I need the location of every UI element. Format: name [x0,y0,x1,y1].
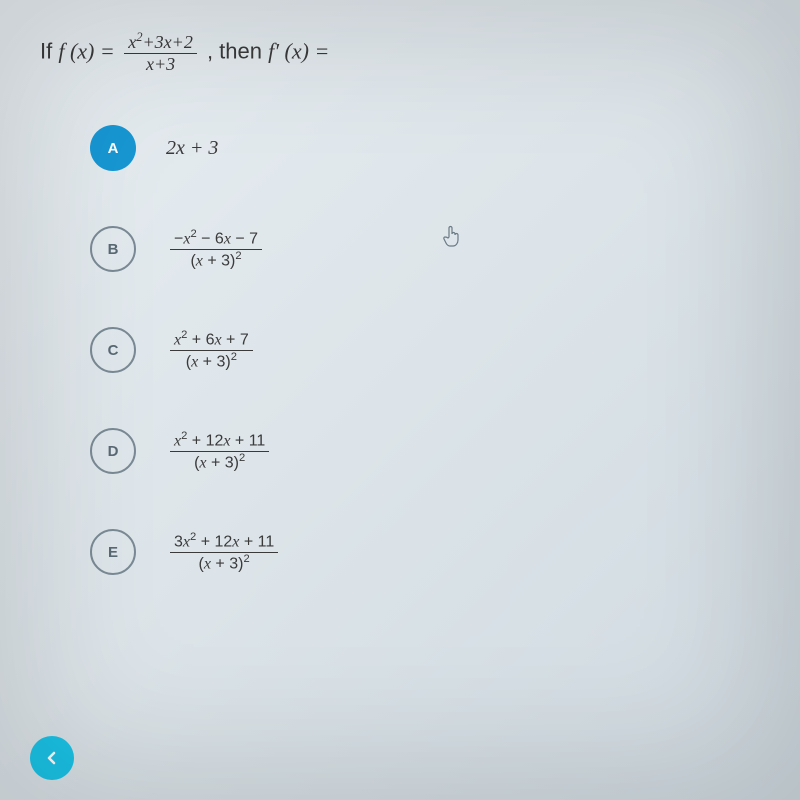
question-frac-den: x+3 [124,54,197,75]
chevron-left-icon [44,750,60,766]
question-deriv: f′ (x) = [268,38,329,63]
option-bubble-c[interactable]: C [90,327,136,373]
question-fraction: x2+3x+2 x+3 [124,30,197,75]
question-func: f (x) = [58,38,120,63]
option-text-c: x2 + 6x + 7(x + 3)2 [166,329,257,371]
quiz-panel: If f (x) = x2+3x+2 x+3 , then f′ (x) = A… [0,0,800,660]
option-a[interactable]: A 2x + 3 [90,125,760,171]
question-suffix: , then [207,38,268,63]
option-c[interactable]: Cx2 + 6x + 7(x + 3)2 [90,327,760,373]
option-text-b: −x2 − 6x − 7(x + 3)2 [166,228,266,270]
option-text-a: 2x + 3 [166,137,218,160]
option-text-e: 3x2 + 12x + 11(x + 3)2 [166,531,282,573]
option-bubble-d[interactable]: D [90,428,136,474]
option-b[interactable]: B −x2 − 6x − 7(x + 3)2 [90,226,760,272]
option-bubble-a[interactable]: A [90,125,136,171]
question-prefix: If [40,38,58,63]
option-bubble-b[interactable]: B [90,226,136,272]
option-text-d: x2 + 12x + 11(x + 3)2 [166,430,273,472]
options-list: A 2x + 3 B −x2 − 6x − 7(x + 3)2 Cx2 + 6x + 7… [90,125,760,575]
question-text: If f (x) = x2+3x+2 x+3 , then f′ (x) = [40,30,760,75]
back-button[interactable] [30,736,74,780]
option-d[interactable]: Dx2 + 12x + 11(x + 3)2 [90,428,760,474]
question-frac-num: x2+3x+2 [124,30,197,54]
option-bubble-e[interactable]: E [90,529,136,575]
option-e[interactable]: E 3x2 + 12x + 11(x + 3)2 [90,529,760,575]
